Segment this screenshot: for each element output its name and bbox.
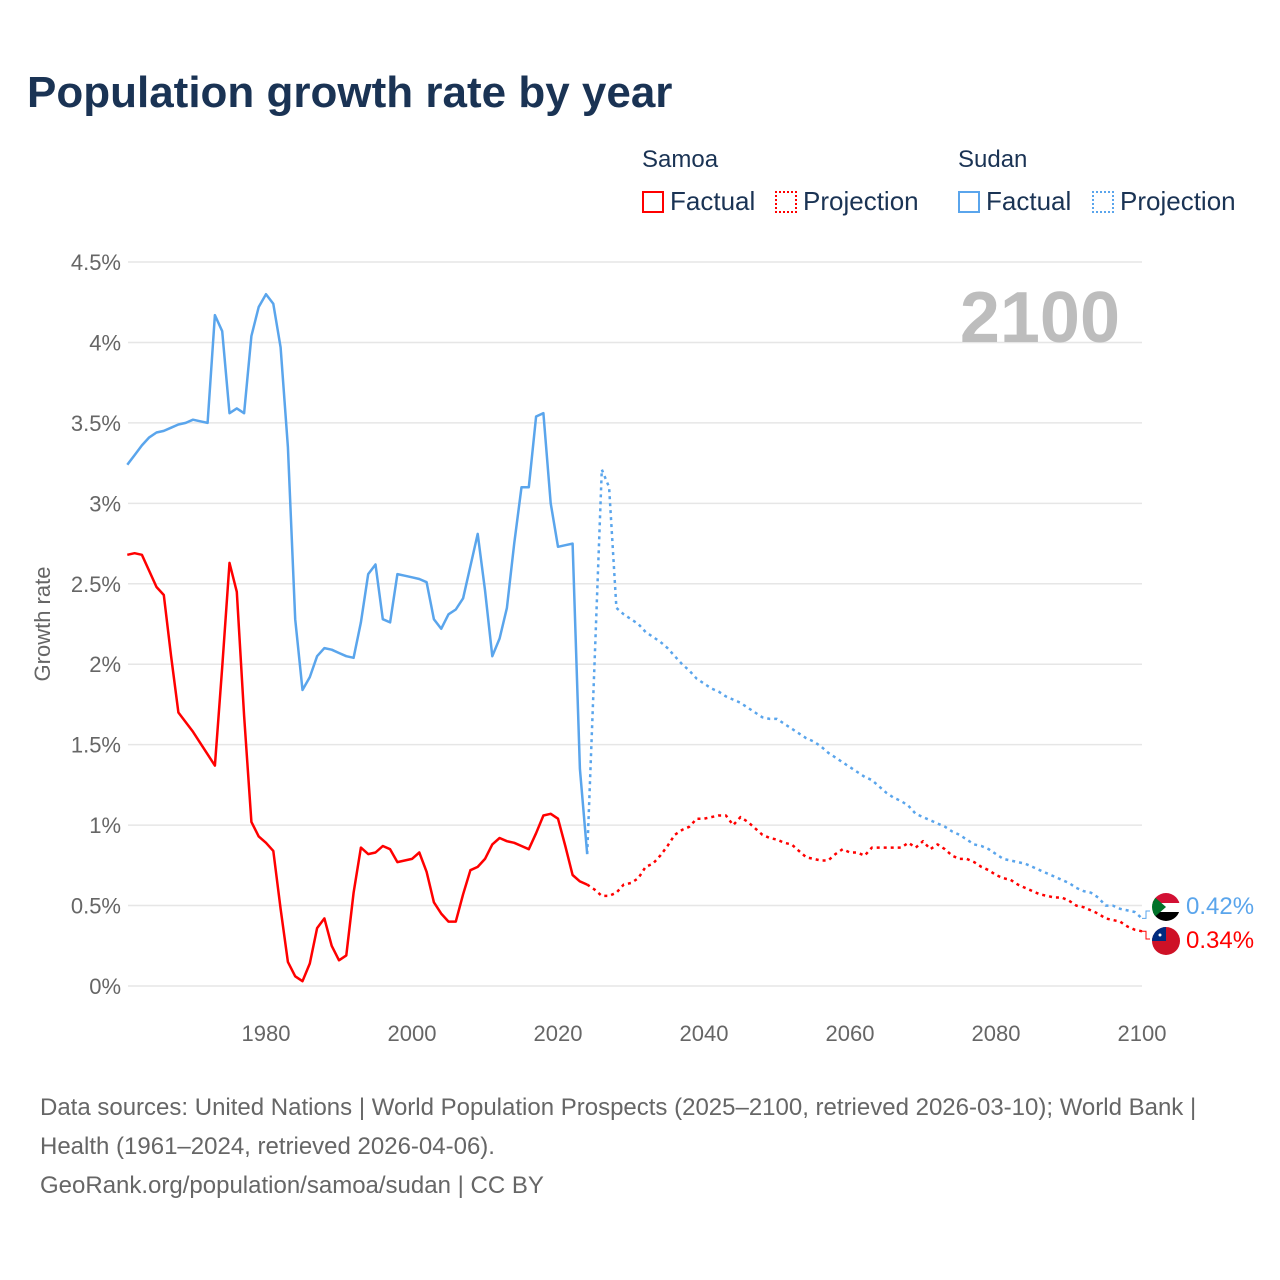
flag	[1152, 893, 1180, 921]
source-link[interactable]: GeoRank.org/population/samoa/sudan | CC …	[40, 1172, 544, 1199]
legend-group-sudan: Sudan	[958, 146, 1028, 173]
x-tick-label: 2020	[534, 1021, 583, 1046]
legend-label: Projection	[1120, 186, 1236, 216]
y-axis-label: Growth rate	[30, 567, 55, 682]
swatch-icon	[1092, 190, 1114, 213]
x-tick-label: 2000	[388, 1021, 437, 1046]
footer: Data sources: United Nations | World Pop…	[40, 1088, 1230, 1205]
triangle	[1152, 893, 1166, 921]
swatch-icon	[775, 190, 797, 213]
legend-sudan-factual[interactable]: Factual	[958, 186, 1071, 217]
x-tick-label: 1980	[242, 1021, 291, 1046]
y-tick-label: 3%	[89, 491, 121, 516]
legend-samoa-factual[interactable]: Factual	[642, 186, 755, 217]
x-tick-label: 2100	[1118, 1021, 1167, 1046]
end-label-samoa: 0.34%	[1186, 927, 1254, 954]
legend-label: Factual	[670, 186, 756, 216]
legend-sudan-projection[interactable]: Projection	[1092, 186, 1236, 217]
y-tick-label: 2.5%	[71, 572, 121, 597]
y-tick-label: 0%	[89, 974, 121, 999]
legend-group-samoa: Samoa	[642, 146, 719, 173]
legend-label: Projection	[803, 186, 919, 216]
series-samoa-projection	[586, 814, 1143, 933]
samoa-flag-icon	[1152, 927, 1180, 955]
series-sudan-factual	[126, 292, 589, 855]
y-tick-label: 3.5%	[71, 411, 121, 436]
y-tick-label: 4%	[89, 330, 121, 355]
end-label-sudan: 0.42%	[1186, 893, 1254, 920]
swatch-icon	[958, 190, 980, 213]
y-tick-label: 1%	[89, 813, 121, 838]
y-tick-label: 2%	[89, 652, 121, 677]
stripe	[1152, 903, 1180, 912]
label-connector	[1142, 930, 1150, 940]
x-tick-label: 2060	[826, 1021, 875, 1046]
series-samoa-factual	[127, 551, 588, 983]
year-watermark: 2100	[960, 278, 1120, 358]
star	[1158, 933, 1162, 937]
data-sources: Data sources: United Nations | World Pop…	[40, 1094, 1197, 1160]
stripe	[1152, 893, 1180, 903]
y-tick-label: 1.5%	[71, 733, 121, 758]
sudan-flag-icon	[1152, 893, 1180, 921]
label-connector	[1142, 910, 1150, 919]
y-tick-label: 0.5%	[71, 894, 121, 919]
chart-title: Population growth rate by year	[27, 68, 673, 117]
x-tick-label: 2080	[972, 1021, 1021, 1046]
stripe	[1152, 912, 1180, 921]
x-tick-label: 2040	[680, 1021, 729, 1046]
series-sudan-projection	[585, 468, 1143, 920]
swatch-icon	[642, 190, 664, 213]
legend-label: Factual	[986, 186, 1072, 216]
y-tick-label: 4.5%	[71, 250, 121, 275]
legend-samoa-projection[interactable]: Projection	[775, 186, 919, 217]
